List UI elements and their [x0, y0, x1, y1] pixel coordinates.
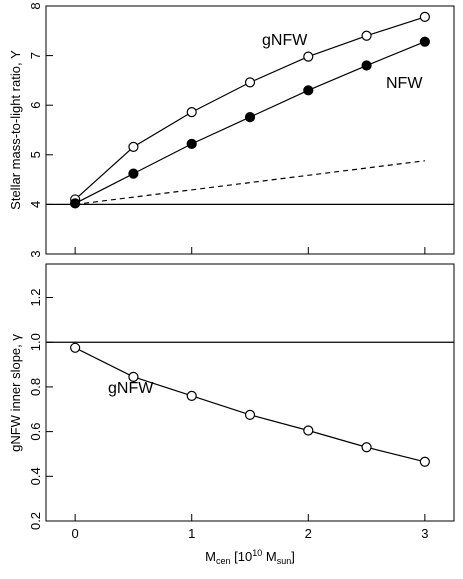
bottom-series-gnfw-line: [74, 347, 426, 463]
top-series-gnfw-point: [419, 11, 430, 23]
xlabel-sup: 10: [252, 548, 262, 558]
top-series-nfw-point: [361, 60, 372, 71]
top-series-nfw-point: [303, 85, 314, 96]
top-label-gnfw: gNFW: [262, 32, 308, 49]
xlabel-bracket-open: [10: [231, 549, 253, 564]
top-series-gnfw-point: [186, 107, 197, 118]
xlabel-m: M: [262, 549, 276, 564]
bottom-ytick-label: 1.2: [28, 288, 43, 306]
top-ylabel: Stellar mass-to-light ratio, Υ: [8, 50, 23, 210]
top-series-nfw-point: [419, 36, 430, 47]
bottom-xtick-label: 1: [188, 526, 195, 541]
bottom-label-gnfw: gNFW: [108, 380, 154, 397]
bottom-series-gnfw-point: [128, 371, 139, 382]
bottom-panel-frame: [45, 263, 455, 522]
bottom-ytick-label: 0.4: [28, 467, 43, 485]
top-series-gnfw-line: [74, 16, 426, 200]
top-plot-area: 3 4 5 6 7 8: [28, 2, 454, 258]
top-series-nfw-point: [244, 112, 256, 123]
top-ytick-label: 7: [28, 52, 43, 59]
xlabel-main: M: [205, 549, 216, 564]
top-ytick-label: 8: [28, 2, 43, 9]
bottom-ylabel: gNFW inner slope, γ: [8, 334, 23, 452]
bottom-series-gnfw-point: [361, 442, 372, 453]
top-series-nfw-point: [128, 168, 139, 179]
top-series-gnfw-point: [303, 51, 314, 62]
bottom-ytick-label: 1.0: [28, 333, 43, 351]
bottom-series-gnfw-point: [419, 456, 430, 467]
bottom-series-gnfw-point: [303, 425, 314, 436]
bottom-plot-area: 0 1 2 3 0.2 0.4 0.6 0.8 1.0 1.2: [28, 288, 454, 541]
top-series-dashed-line: [75, 160, 425, 205]
top-ytick-label: 6: [28, 102, 43, 109]
bottom-xtick-label: 3: [421, 526, 428, 541]
top-panel-frame: [45, 5, 455, 255]
top-series-nfw-point: [186, 138, 197, 149]
bottom-ytick-label: 0.8: [28, 378, 43, 396]
xlabel-sub1: cen: [216, 556, 231, 566]
bottom-series-gnfw-point: [244, 409, 256, 420]
top-ytick-label: 3: [28, 250, 43, 257]
top-series-gnfw-point: [361, 30, 372, 41]
bottom-ytick-label: 0.2: [28, 512, 43, 530]
bottom-series-gnfw-point: [70, 342, 81, 353]
top-ytick-label: 5: [28, 151, 43, 158]
top-series-gnfw-point: [244, 77, 256, 88]
bottom-series-gnfw-point: [186, 390, 197, 401]
bottom-xtick-label: 0: [72, 526, 79, 541]
bottom-xtick-label: 2: [305, 526, 312, 541]
xlabel-bracket-close: ]: [291, 549, 295, 564]
top-series-gnfw-point: [128, 141, 139, 152]
top-label-nfw: NFW: [386, 75, 423, 92]
top-ytick-label: 4: [28, 201, 43, 208]
top-series-nfw-line: [74, 41, 426, 204]
xlabel-sub2: sun: [277, 556, 292, 566]
x-axis-label: Mcen [1010 Msun]: [205, 548, 295, 566]
bottom-ytick-label: 0.6: [28, 423, 43, 441]
